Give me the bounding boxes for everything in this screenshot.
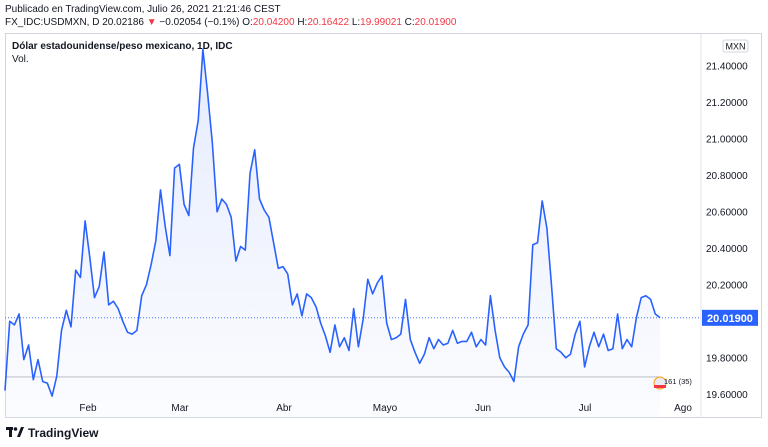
y-tick-label: 20.60000 (706, 207, 748, 218)
x-tick-label: Feb (79, 403, 97, 414)
x-tick-label: Mayo (373, 403, 398, 414)
published-line: Publicado en TradingView.com, Julio 26, … (5, 4, 281, 15)
open-value: 20.04200 (252, 17, 295, 28)
symbol-label: FX_IDC:USDMXN, D (5, 17, 100, 28)
ohlc-line: FX_IDC:USDMXN, D 20.02186 ▼ −0.02054 (−0… (5, 17, 456, 28)
price-line (4, 48, 661, 397)
price-change: −0.02054 (−0.1%) (159, 17, 240, 28)
close-label: C: (404, 17, 415, 28)
y-tick-label: 21.40000 (706, 61, 748, 72)
tradingview-icon (6, 427, 24, 439)
low-label: L: (351, 17, 361, 28)
x-tick-label: Abr (276, 403, 292, 414)
x-tick-label: Jun (475, 403, 491, 414)
y-tick-label: 21.20000 (706, 98, 748, 109)
tradingview-logo[interactable]: TradingView (6, 426, 98, 440)
currency-badge (722, 39, 749, 53)
event-flag-stripe (654, 385, 666, 388)
price-area-fill (5, 49, 660, 419)
y-tick-label: 19.60000 (706, 390, 748, 401)
x-tick-label: Mar (171, 403, 189, 414)
close-value: 20.01900 (414, 17, 457, 28)
currency-badge-label: MXN (726, 42, 746, 52)
y-tick-label: 20.80000 (706, 171, 748, 182)
y-tick-label: 19.80000 (706, 353, 748, 364)
down-arrow-icon: ▼ (146, 17, 157, 28)
x-tick-label: Jul (579, 403, 592, 414)
high-value: 20.16422 (307, 17, 350, 28)
open-label: O: (242, 17, 253, 28)
y-tick-label: 20.40000 (706, 244, 748, 255)
tradingview-brand: TradingView (28, 426, 99, 440)
last-price-tag-label: 20.01900 (707, 313, 753, 325)
y-tick-label: 20.20000 (706, 280, 748, 291)
high-label: H: (297, 17, 308, 28)
x-tick-label: Ago (674, 403, 692, 414)
last-price: 20.02186 (102, 17, 144, 28)
y-tick-label: 21.00000 (706, 134, 748, 145)
last-price-tag (702, 309, 758, 326)
chart-title: Dólar estadounidense/peso mexicano, 1D, … (12, 41, 233, 52)
volume-label: Vol. (12, 54, 29, 65)
events-badge-label: 161 (35) (664, 377, 692, 386)
low-value: 19.99021 (360, 17, 402, 28)
